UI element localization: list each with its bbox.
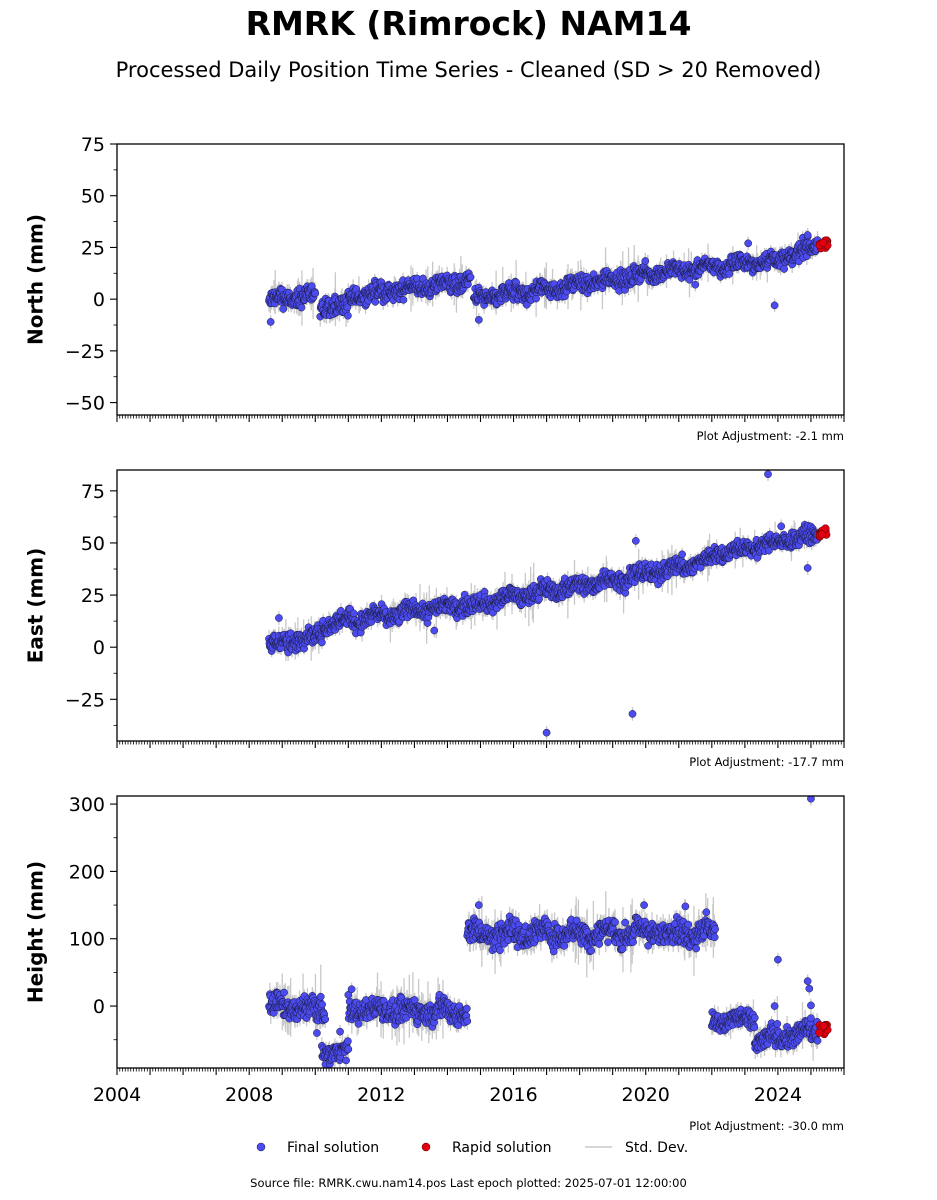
final-point — [532, 294, 540, 303]
rapid-point — [819, 238, 828, 247]
final-point — [535, 595, 543, 603]
final-point — [780, 265, 788, 273]
final-point — [641, 257, 650, 265]
north-panel: −50 −25 0 25 50 75 North (mm) Plot Adjustment: … — [24, 134, 845, 443]
chart-title: RMRK (Rimrock) NAM14 — [245, 4, 692, 43]
final-point — [343, 303, 352, 312]
final-point-outlier — [770, 301, 779, 310]
east-data — [265, 470, 831, 740]
final-point-outlier — [691, 280, 700, 289]
final-point — [318, 638, 326, 647]
final-point — [678, 550, 686, 559]
final-point — [344, 311, 352, 320]
final-point — [399, 295, 408, 304]
final-point — [371, 297, 380, 306]
final-point — [297, 303, 306, 312]
north-data — [265, 228, 832, 329]
chart-subtitle: Processed Daily Position Time Series - C… — [115, 58, 822, 82]
y-tick-label: 50 — [81, 186, 105, 208]
final-point — [466, 273, 475, 282]
final-point-outlier — [803, 231, 812, 239]
east-stddev-bars — [268, 470, 819, 740]
y-tick-label: −25 — [65, 341, 105, 363]
final-point — [725, 270, 734, 278]
final-point-outlier — [474, 315, 483, 324]
final-point — [311, 289, 320, 298]
final-point-outlier — [744, 239, 753, 248]
y-tick-label: 25 — [81, 237, 105, 259]
north-axis-label: North (mm) — [24, 214, 48, 345]
y-tick-label: 75 — [81, 134, 105, 156]
plot-adjustment-label: Plot Adjustment: -2.1 mm — [697, 429, 844, 443]
north-final-points — [265, 231, 822, 326]
east-final-points — [265, 470, 822, 737]
final-point — [279, 305, 288, 313]
final-point — [349, 609, 358, 618]
north-axes-frame — [116, 143, 845, 416]
final-point-outlier — [266, 318, 275, 326]
y-tick-label: −50 — [65, 393, 105, 415]
y-tick-label: 0 — [93, 289, 105, 311]
